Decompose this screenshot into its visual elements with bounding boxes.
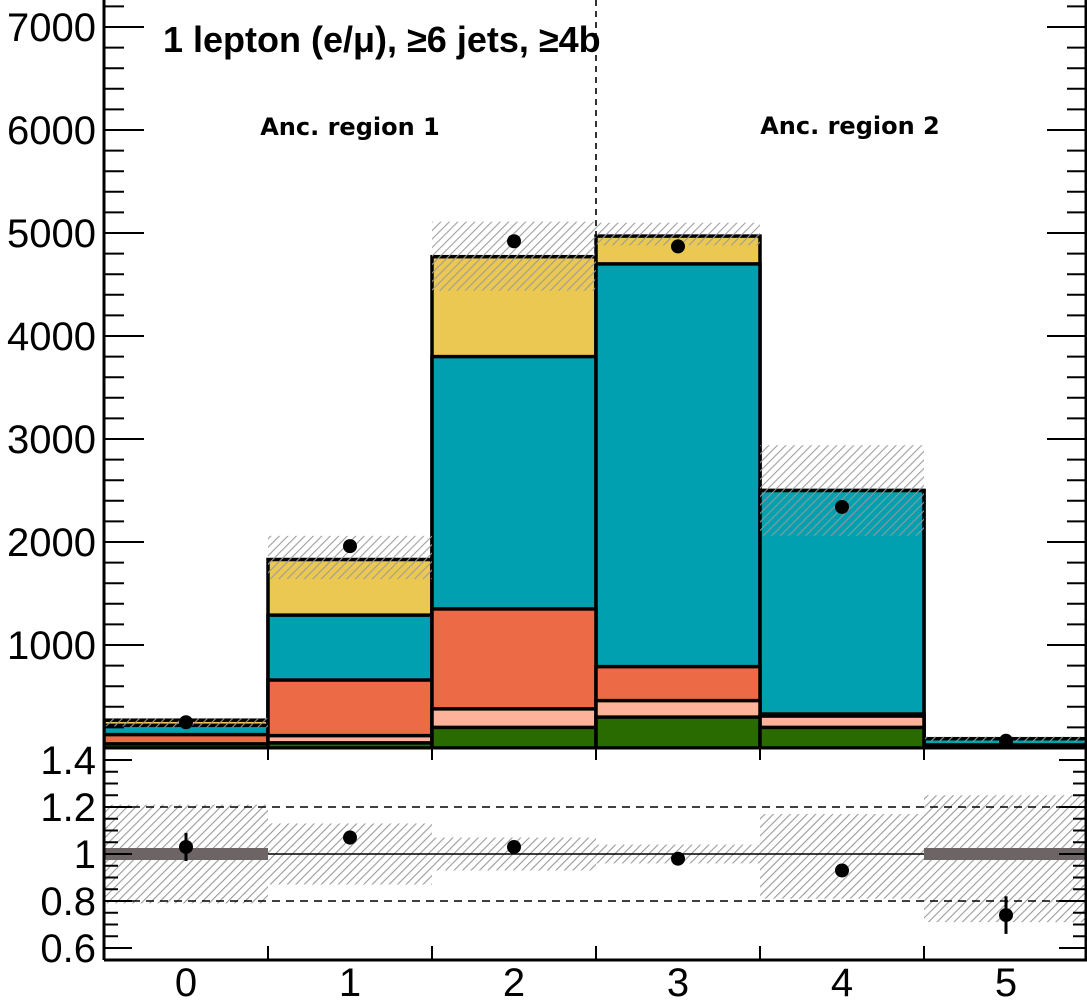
ratio-point-4 [835,863,849,878]
region-label-2: Anc. region 2 [760,112,940,140]
y-tick-label: 1000 [7,624,96,668]
y-tick-label: 7000 [7,6,96,50]
x-tick-label: 5 [995,961,1017,1001]
ratio-point-5 [999,908,1013,923]
ratio-y-tick-label: 0.8 [40,880,96,924]
ratio-point-1 [343,830,357,845]
x-tick-label: 4 [831,961,853,1001]
data-point-4 [835,499,849,514]
y-tick-label: 6000 [7,109,96,153]
stack-bar-green-4 [758,725,926,748]
ratio-y-tick-label: 0.6 [40,927,96,971]
ratio-point-2 [507,839,521,854]
ratio-point-0 [179,839,193,854]
axes [102,0,1087,962]
stack-bar-green-3 [594,715,762,748]
ratio-dark-bar-5 [924,848,1087,860]
y-tick-label: 5000 [7,212,96,256]
chart-title: 1 lepton (e/μ), ≥6 jets, ≥4b [163,19,601,60]
ratio-y-tick-label: 1.4 [40,739,96,783]
main-data-points [179,234,1013,748]
data-point-3 [671,239,685,254]
region-label-1: Anc. region 1 [260,113,440,141]
ratio-y-tick-label: 1.2 [40,786,96,830]
stack-bar-green-2 [430,725,598,748]
main-uncertainty-hatch [104,221,1087,742]
data-point-5 [999,733,1013,748]
ratio-point-3 [671,851,685,866]
x-tick-label: 2 [503,961,525,1001]
y-tick-label: 2000 [7,521,96,565]
ratio-band-4 [760,814,924,899]
axis-labels: 10002000300040005000600070000.60.811.21.… [7,6,1017,1001]
uncertainty-hatch-2 [432,221,596,291]
uncertainty-hatch-4 [760,445,924,536]
uncertainty-hatch-3 [596,222,760,246]
ratio-y-tick-label: 1 [74,833,96,877]
y-tick-label: 4000 [7,315,96,359]
data-point-0 [179,715,193,730]
x-tick-label: 3 [667,961,689,1001]
y-tick-label: 3000 [7,418,96,462]
data-point-2 [507,234,521,249]
x-tick-label: 1 [339,961,361,1001]
ratio-data-points [179,830,1013,934]
x-tick-label: 0 [175,961,197,1001]
data-point-1 [343,539,357,554]
